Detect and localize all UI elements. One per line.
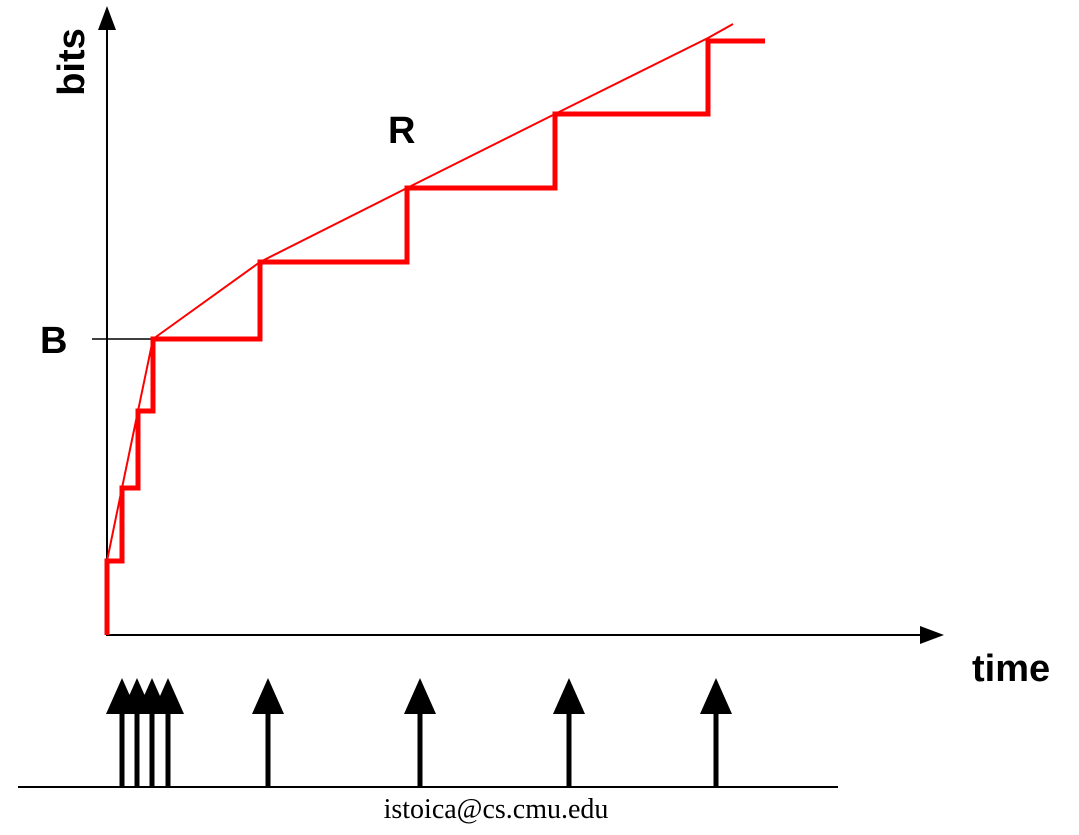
arrival-arrow	[553, 678, 585, 786]
y-axis	[98, 6, 116, 636]
packet-arrivals	[106, 678, 732, 786]
x-axis	[107, 626, 944, 644]
rate-envelope-line	[106, 23, 734, 562]
arrival-arrow	[252, 678, 284, 786]
x-axis-arrowhead	[920, 626, 944, 644]
arrival-arrow	[404, 678, 436, 786]
rate-label: R	[388, 110, 415, 152]
footer-email: istoica@cs.cmu.edu	[384, 794, 609, 825]
arrival-arrow	[700, 678, 732, 786]
bucket-depth-label: B	[40, 320, 67, 362]
y-axis-arrowhead	[98, 6, 116, 30]
y-axis-label: bits	[51, 28, 93, 96]
arrival-arrow	[152, 678, 184, 786]
staircase-curve	[104, 38, 765, 635]
x-axis-label: time	[972, 648, 1050, 690]
